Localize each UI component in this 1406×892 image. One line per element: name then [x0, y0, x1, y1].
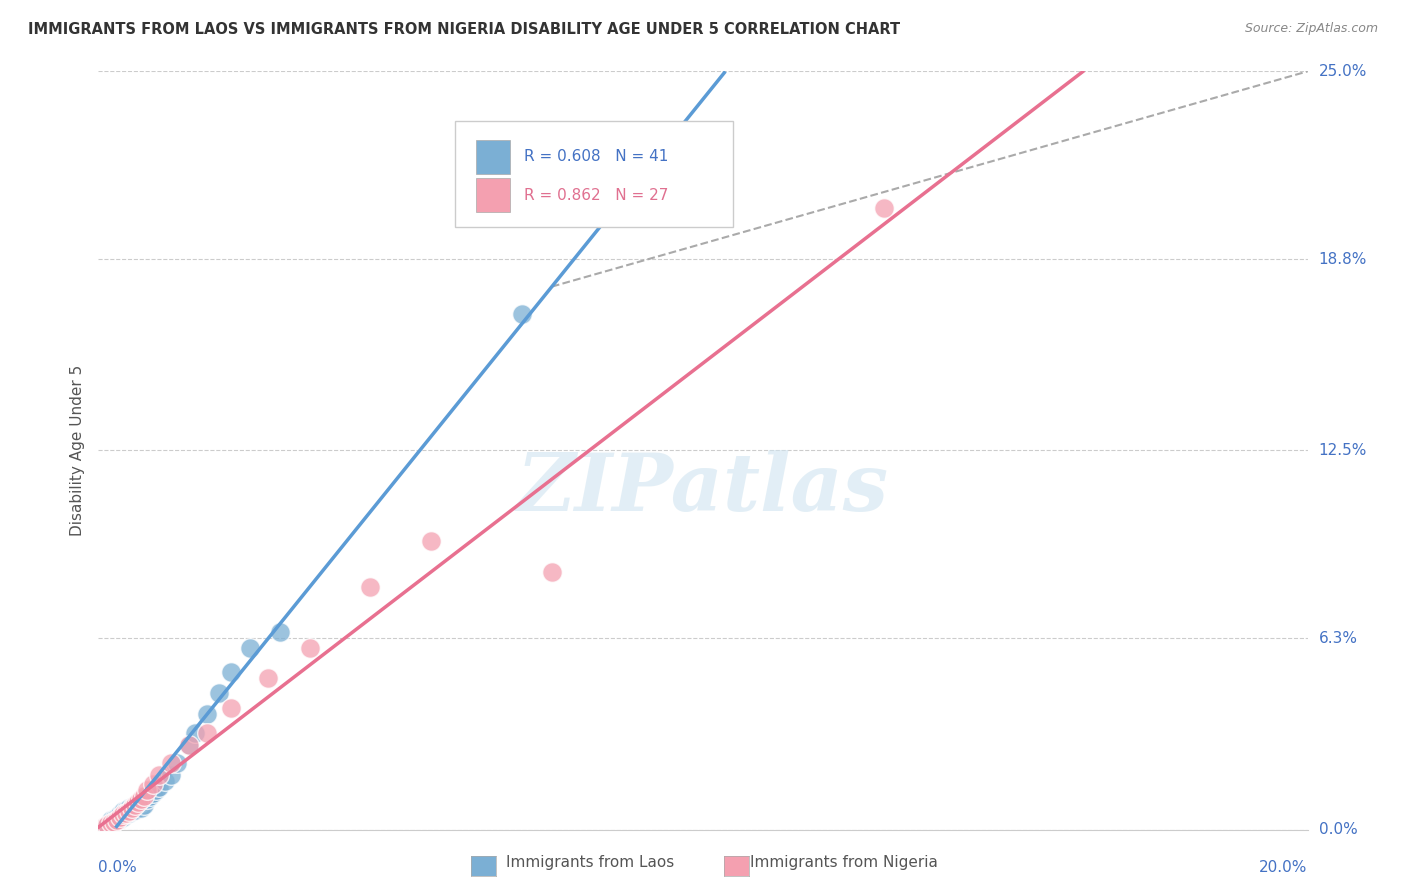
Text: 0.0%: 0.0%: [98, 860, 138, 875]
Point: [221, 701, 243, 715]
Text: 18.8%: 18.8%: [1319, 252, 1367, 267]
Point: [160, 756, 183, 770]
Point: [105, 810, 128, 824]
Point: [114, 807, 136, 822]
Point: [100, 816, 122, 830]
Point: [420, 534, 443, 549]
Point: [129, 792, 152, 806]
Point: [108, 812, 131, 826]
Text: IMMIGRANTS FROM LAOS VS IMMIGRANTS FROM NIGERIA DISABILITY AGE UNDER 5 CORRELATI: IMMIGRANTS FROM LAOS VS IMMIGRANTS FROM …: [28, 22, 900, 37]
Point: [111, 807, 134, 822]
Point: [93, 820, 115, 834]
Y-axis label: Disability Age Under 5: Disability Age Under 5: [69, 365, 84, 536]
Point: [256, 671, 278, 685]
Point: [118, 805, 141, 820]
Point: [121, 800, 143, 814]
Text: 12.5%: 12.5%: [1319, 443, 1367, 458]
Point: [124, 803, 146, 817]
Point: [108, 810, 131, 824]
FancyBboxPatch shape: [456, 120, 734, 227]
Point: [124, 798, 146, 813]
Point: [129, 801, 152, 815]
Point: [103, 815, 125, 830]
Text: Source: ZipAtlas.com: Source: ZipAtlas.com: [1244, 22, 1378, 36]
Point: [135, 783, 157, 797]
FancyBboxPatch shape: [475, 178, 509, 212]
Point: [360, 580, 382, 594]
Point: [114, 805, 136, 820]
Point: [166, 756, 188, 770]
Point: [96, 818, 118, 832]
Text: 20.0%: 20.0%: [1260, 860, 1308, 875]
Point: [510, 307, 533, 321]
Point: [184, 725, 207, 739]
FancyBboxPatch shape: [475, 140, 509, 174]
Text: 6.3%: 6.3%: [1319, 631, 1358, 646]
Point: [135, 792, 157, 806]
Text: 0.0%: 0.0%: [1319, 822, 1357, 837]
Point: [208, 686, 231, 700]
Point: [111, 810, 134, 824]
Point: [142, 777, 165, 791]
Point: [132, 798, 155, 813]
Point: [121, 801, 143, 815]
Point: [299, 640, 322, 655]
Point: [221, 665, 243, 679]
Point: [118, 805, 141, 819]
Point: [127, 797, 149, 811]
Point: [873, 201, 896, 215]
Point: [127, 795, 149, 809]
Text: R = 0.862   N = 27: R = 0.862 N = 27: [524, 188, 668, 202]
Point: [96, 818, 118, 832]
Text: Immigrants from Laos: Immigrants from Laos: [506, 855, 675, 870]
Point: [139, 789, 162, 804]
Point: [179, 738, 201, 752]
Point: [103, 815, 125, 830]
Point: [129, 795, 152, 809]
Point: [111, 805, 134, 819]
Point: [148, 768, 170, 782]
Point: [105, 814, 128, 828]
Text: ZIPatlas: ZIPatlas: [517, 450, 889, 527]
Point: [93, 820, 115, 834]
Point: [132, 789, 155, 804]
Point: [118, 801, 141, 815]
Point: [179, 738, 201, 752]
Point: [114, 803, 136, 817]
Point: [142, 786, 165, 800]
Point: [239, 640, 262, 655]
Point: [145, 783, 167, 797]
Point: [540, 565, 562, 579]
Point: [195, 725, 218, 739]
Text: Immigrants from Nigeria: Immigrants from Nigeria: [749, 855, 938, 870]
Point: [100, 816, 122, 830]
Point: [105, 814, 128, 828]
Point: [108, 807, 131, 822]
Point: [103, 812, 125, 826]
Point: [153, 774, 176, 789]
Point: [195, 707, 218, 722]
Point: [148, 780, 170, 794]
Point: [269, 625, 291, 640]
Text: R = 0.608   N = 41: R = 0.608 N = 41: [524, 150, 668, 164]
Point: [100, 814, 122, 828]
Point: [121, 805, 143, 819]
Point: [111, 805, 134, 820]
Point: [160, 768, 183, 782]
Text: 25.0%: 25.0%: [1319, 64, 1367, 78]
Point: [124, 798, 146, 813]
